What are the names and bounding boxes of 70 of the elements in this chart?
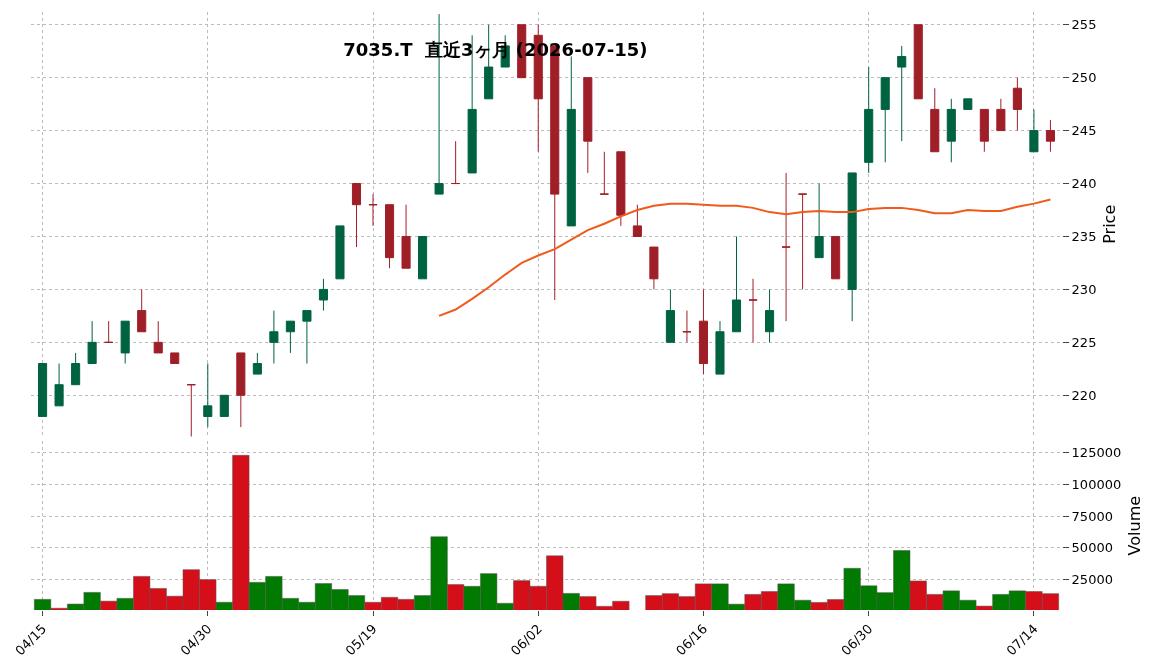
candlestick: [946, 98, 956, 163]
candlestick: [302, 310, 312, 365]
candlestick: [781, 172, 791, 322]
y-tick-label: 255: [1071, 17, 1097, 33]
candlestick: [203, 363, 213, 428]
candlestick: [219, 394, 229, 417]
candlestick: [418, 235, 428, 280]
candlestick: [963, 98, 973, 110]
candlestick: [864, 66, 874, 174]
y-tick-label: 245: [1071, 123, 1097, 139]
candlestick: [384, 204, 395, 269]
candlestick: [335, 225, 345, 280]
candlestick: [120, 320, 130, 365]
candlestick: [71, 352, 81, 386]
candlestick: [814, 183, 824, 259]
candlestick: [831, 235, 841, 280]
y-tick-label: 240: [1071, 176, 1097, 192]
candlestick: [285, 320, 295, 354]
candlestick: [913, 24, 923, 100]
candlestick: [153, 320, 163, 354]
y-tick-label: 250: [1071, 70, 1097, 86]
y-tick-label: 235: [1071, 229, 1097, 245]
candlestick: [54, 363, 64, 407]
candlestick: [401, 204, 411, 269]
candlestick: [318, 278, 328, 312]
candlestick: [930, 87, 940, 153]
candlestick: [137, 288, 147, 333]
candlestick: [87, 320, 97, 365]
y-axis-title: Volume: [1124, 495, 1144, 556]
candlestick: [748, 278, 758, 343]
candlestick: [583, 77, 593, 174]
candlestick: [682, 310, 692, 343]
candlestick: [765, 288, 775, 343]
candlestick: [731, 235, 742, 333]
candlestick: [252, 352, 262, 375]
candlestick: [269, 310, 279, 365]
candlestick: [880, 77, 890, 163]
y-tick-label: 100000: [1071, 477, 1122, 493]
candlestick: [665, 288, 675, 343]
candlestick: [104, 320, 114, 343]
candlestick: [186, 384, 196, 437]
candlestick: [616, 151, 626, 227]
candlestick: [1029, 108, 1039, 153]
candlestick: [897, 45, 907, 142]
y-tick-label: 75000: [1071, 508, 1113, 524]
y-tick-label: 50000: [1071, 540, 1113, 556]
y-axis-title: Price: [1100, 204, 1120, 244]
y-tick-label: 230: [1071, 281, 1097, 297]
candlestick: [451, 140, 461, 185]
y-tick-label: 125000: [1071, 445, 1122, 461]
candlestick: [368, 193, 378, 227]
candlestick: [236, 352, 246, 428]
candlestick: [715, 320, 725, 375]
line-series: [438, 198, 1052, 317]
candlestick: [38, 363, 48, 417]
y-tick-label: 25000: [1071, 572, 1113, 588]
candlestick: [170, 352, 180, 365]
candlestick: [1012, 77, 1022, 132]
candlestick: [649, 246, 659, 290]
candlestick: [599, 151, 609, 195]
candlestick: [698, 288, 709, 375]
candlestick: [632, 204, 642, 237]
candlestick: [979, 108, 989, 153]
y-tick-label: 220: [1071, 387, 1097, 403]
candlestick: [351, 183, 362, 248]
y-tick-label: 225: [1071, 334, 1097, 350]
candlestick: [798, 193, 808, 290]
candlestick: [1045, 119, 1055, 153]
candlestick: [847, 172, 857, 322]
candlestick: [996, 98, 1006, 132]
